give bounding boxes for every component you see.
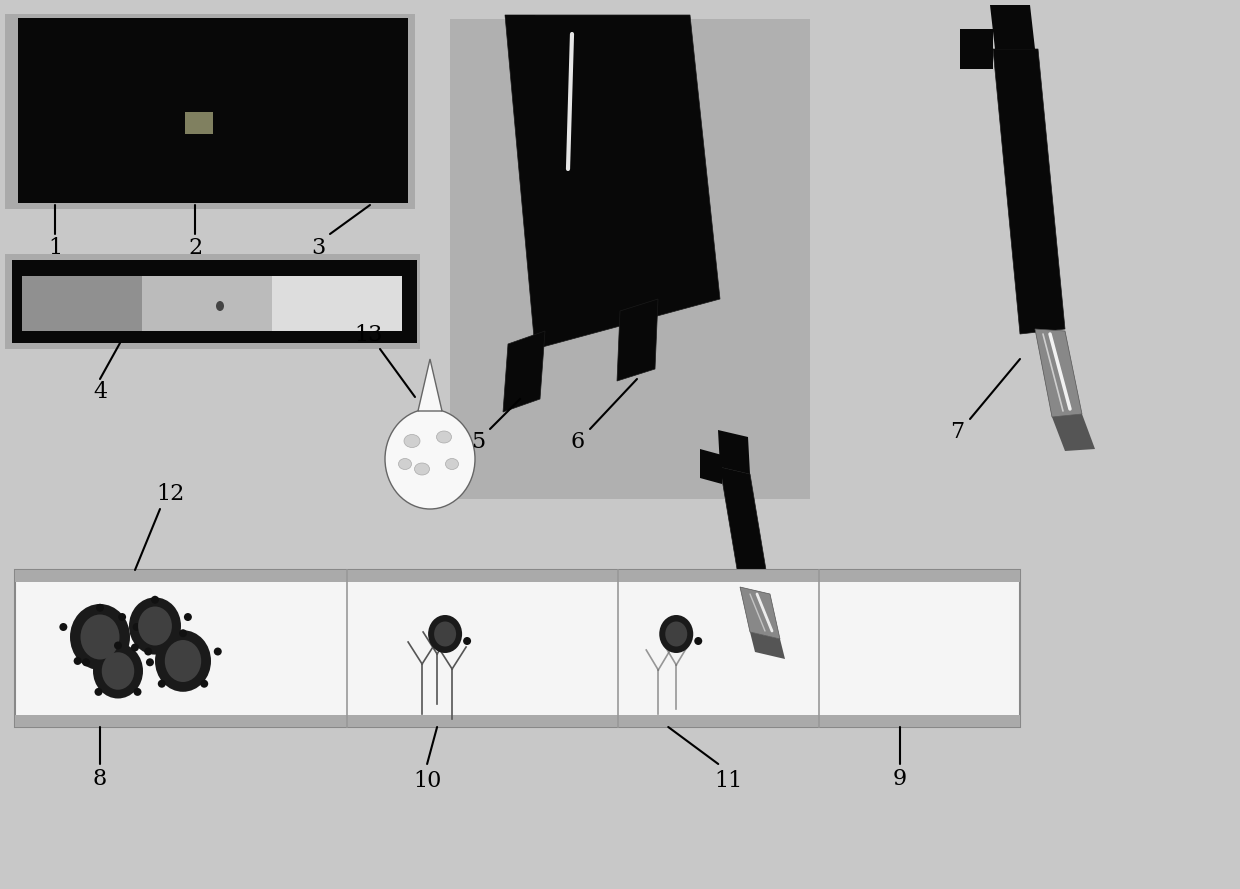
Ellipse shape bbox=[138, 606, 172, 645]
Polygon shape bbox=[960, 29, 993, 69]
Text: 13: 13 bbox=[353, 324, 382, 346]
Ellipse shape bbox=[81, 614, 119, 660]
Bar bbox=[15, 570, 1021, 727]
Ellipse shape bbox=[60, 623, 67, 631]
Bar bbox=[143, 276, 272, 331]
Text: 3: 3 bbox=[311, 237, 325, 259]
Ellipse shape bbox=[184, 613, 192, 621]
Ellipse shape bbox=[434, 621, 456, 646]
Bar bbox=[15, 570, 1021, 582]
Ellipse shape bbox=[144, 647, 153, 655]
Ellipse shape bbox=[114, 642, 122, 650]
Text: 6: 6 bbox=[570, 431, 585, 453]
Polygon shape bbox=[718, 430, 750, 474]
Ellipse shape bbox=[82, 658, 91, 666]
Text: 8: 8 bbox=[93, 768, 107, 790]
Ellipse shape bbox=[157, 680, 166, 688]
Ellipse shape bbox=[398, 459, 412, 469]
Polygon shape bbox=[1052, 414, 1095, 451]
Bar bbox=[22, 276, 143, 331]
Bar bbox=[12, 260, 417, 343]
Text: 9: 9 bbox=[893, 768, 908, 790]
Polygon shape bbox=[993, 49, 1065, 334]
Ellipse shape bbox=[151, 596, 159, 604]
Text: 12: 12 bbox=[156, 483, 184, 505]
Text: 5: 5 bbox=[471, 431, 485, 453]
Polygon shape bbox=[505, 15, 720, 349]
Bar bbox=[272, 276, 402, 331]
Ellipse shape bbox=[436, 431, 451, 443]
Bar bbox=[450, 19, 810, 499]
Polygon shape bbox=[418, 359, 441, 411]
Ellipse shape bbox=[118, 657, 126, 665]
Ellipse shape bbox=[384, 409, 475, 509]
Text: 4: 4 bbox=[93, 381, 107, 403]
Ellipse shape bbox=[118, 613, 126, 621]
Polygon shape bbox=[505, 15, 539, 37]
Ellipse shape bbox=[146, 658, 154, 666]
Polygon shape bbox=[618, 299, 658, 381]
Ellipse shape bbox=[129, 597, 181, 654]
Ellipse shape bbox=[445, 459, 459, 469]
Text: 2: 2 bbox=[188, 237, 202, 259]
Ellipse shape bbox=[694, 637, 702, 645]
Ellipse shape bbox=[171, 644, 179, 652]
Ellipse shape bbox=[404, 435, 420, 447]
Polygon shape bbox=[990, 5, 1035, 49]
Text: 11: 11 bbox=[714, 770, 743, 792]
Ellipse shape bbox=[213, 647, 222, 655]
Ellipse shape bbox=[102, 653, 134, 690]
Text: 10: 10 bbox=[413, 770, 441, 792]
Bar bbox=[185, 112, 213, 134]
Polygon shape bbox=[750, 632, 785, 659]
Bar bbox=[5, 14, 415, 209]
Text: 7: 7 bbox=[950, 421, 963, 443]
Ellipse shape bbox=[133, 623, 140, 631]
Ellipse shape bbox=[131, 644, 139, 652]
Ellipse shape bbox=[660, 615, 693, 653]
Ellipse shape bbox=[134, 688, 141, 696]
Text: 1: 1 bbox=[48, 237, 62, 259]
Ellipse shape bbox=[94, 688, 103, 696]
Ellipse shape bbox=[73, 657, 82, 665]
Ellipse shape bbox=[95, 604, 104, 612]
Bar bbox=[15, 715, 1021, 727]
Polygon shape bbox=[701, 449, 722, 484]
Ellipse shape bbox=[93, 644, 143, 699]
Polygon shape bbox=[740, 587, 780, 639]
Ellipse shape bbox=[165, 640, 201, 682]
Ellipse shape bbox=[414, 463, 429, 475]
Polygon shape bbox=[1035, 329, 1083, 417]
Polygon shape bbox=[720, 467, 770, 594]
Bar bbox=[5, 254, 420, 349]
Ellipse shape bbox=[200, 680, 208, 688]
Polygon shape bbox=[503, 331, 546, 412]
Ellipse shape bbox=[665, 621, 687, 646]
Bar bbox=[19, 18, 408, 203]
Ellipse shape bbox=[155, 630, 211, 692]
Ellipse shape bbox=[69, 604, 130, 670]
Ellipse shape bbox=[216, 301, 224, 311]
Ellipse shape bbox=[428, 615, 463, 653]
Ellipse shape bbox=[179, 629, 187, 637]
Ellipse shape bbox=[463, 637, 471, 645]
